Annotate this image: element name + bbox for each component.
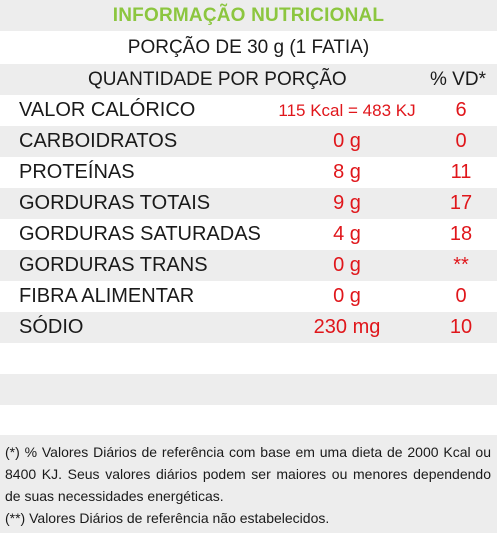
nutrient-amount: 4 g <box>333 223 361 245</box>
footnote-reference: (*) % Valores Diários de referência com … <box>5 444 491 504</box>
table-row: SÓDIO 230 mg 10 <box>0 312 497 343</box>
table-row: VALOR CALÓRICO 115 Kcal = 483 KJ 6 <box>0 95 497 126</box>
nutrient-label: CARBOIDRATOS <box>19 130 178 152</box>
nutrient-label: PROTEÍNAS <box>19 161 135 183</box>
table-row: PROTEÍNAS 8 g 11 <box>0 157 497 188</box>
footnote-not-established: (**) Valores Diários de referência não e… <box>5 510 330 526</box>
nutrient-label: GORDURAS TRANS <box>19 254 208 276</box>
nutrient-vd: 0 <box>455 130 467 152</box>
portion-size: PORÇÃO DE 30 g (1 FATIA) <box>0 31 497 64</box>
header-quantity: QUANTIDADE POR PORÇÃO <box>88 69 347 90</box>
nutrition-title: INFORMAÇÃO NUTRICIONAL <box>0 0 497 31</box>
table-row: CARBOIDRATOS 0 g 0 <box>0 126 497 157</box>
nutrient-vd: 11 <box>450 161 472 183</box>
nutrient-table: VALOR CALÓRICO 115 Kcal = 483 KJ 6 CARBO… <box>0 95 497 343</box>
nutrient-amount: 0 g <box>333 130 361 152</box>
nutrient-amount: 8 g <box>333 161 361 183</box>
nutrient-vd: 6 <box>455 99 467 121</box>
nutrient-amount: 9 g <box>333 192 361 214</box>
table-row: FIBRA ALIMENTAR 0 g 0 <box>0 281 497 312</box>
table-header: QUANTIDADE POR PORÇÃO % VD* <box>0 64 497 95</box>
footnote: (*) % Valores Diários de referência com … <box>0 435 497 533</box>
nutrient-amount: 115 Kcal = 483 KJ <box>278 101 416 120</box>
nutrient-vd: 0 <box>455 285 467 307</box>
table-row: GORDURAS TOTAIS 9 g 17 <box>0 188 497 219</box>
nutrient-label: FIBRA ALIMENTAR <box>19 285 195 307</box>
empty-row <box>0 374 497 405</box>
header-vd: % VD* <box>430 69 486 90</box>
nutrient-amount: 230 mg <box>313 316 381 338</box>
nutrient-vd: 17 <box>449 192 473 214</box>
nutrient-vd: 18 <box>449 223 473 245</box>
nutrient-vd: ** <box>453 254 469 276</box>
table-row: GORDURAS TRANS 0 g ** <box>0 250 497 281</box>
nutrient-amount: 0 g <box>333 254 361 276</box>
nutrient-label: VALOR CALÓRICO <box>19 99 196 121</box>
empty-row <box>0 405 497 435</box>
nutrient-label: GORDURAS TOTAIS <box>19 192 211 214</box>
nutrient-vd: 10 <box>449 316 473 338</box>
table-row: GORDURAS SATURADAS 4 g 18 <box>0 219 497 250</box>
nutrient-label: GORDURAS SATURADAS <box>19 223 261 245</box>
nutrient-amount: 0 g <box>333 285 361 307</box>
nutrient-label: SÓDIO <box>19 316 84 338</box>
empty-row <box>0 343 497 374</box>
